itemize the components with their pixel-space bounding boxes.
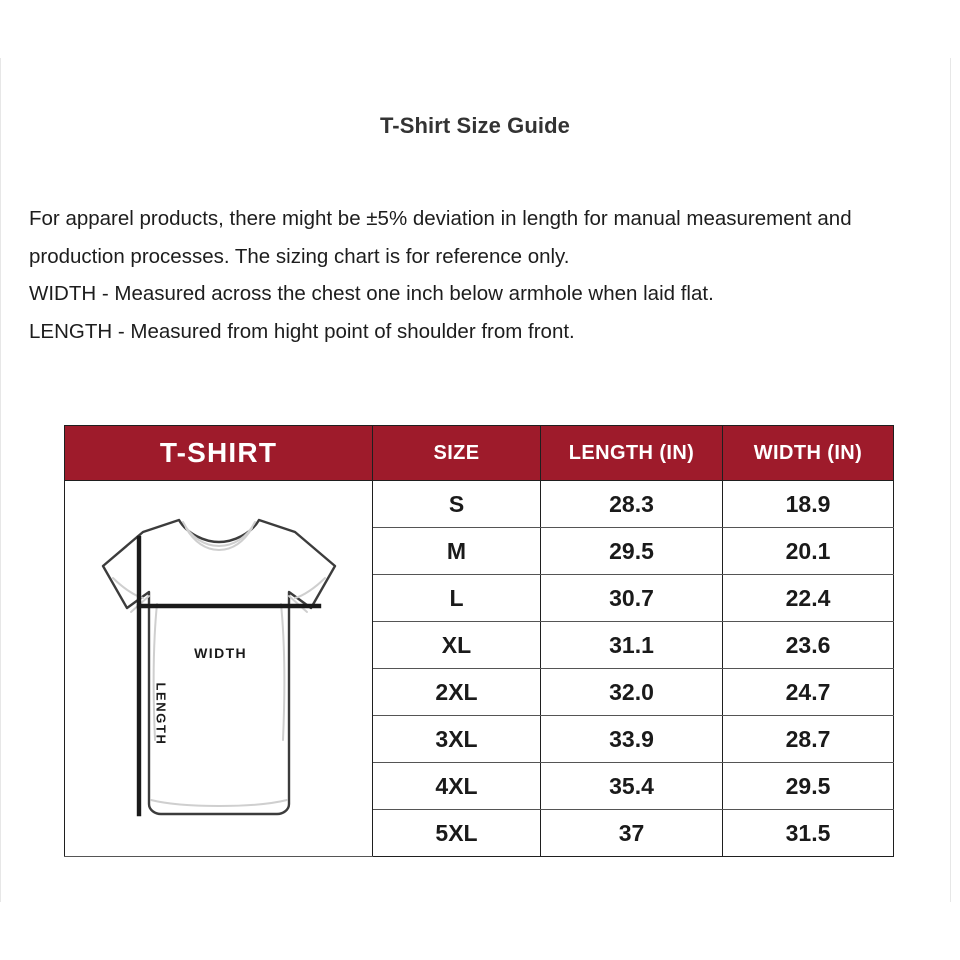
cell-width: 22.4 <box>722 574 894 622</box>
cell-size: L <box>372 574 541 622</box>
cell-width: 18.9 <box>722 480 894 528</box>
diagram-length-label: LENGTH <box>153 681 169 746</box>
cell-length: 32.0 <box>540 668 723 716</box>
table-body: WIDTH LENGTH S 28.3 18.9 M 29.5 20.1 L 3… <box>64 480 894 857</box>
intro-line-1: For apparel products, there might be ±5%… <box>29 207 852 268</box>
cell-size: 2XL <box>372 668 541 716</box>
cell-length: 31.1 <box>540 621 723 669</box>
cell-size: S <box>372 480 541 528</box>
table-row: 4XL 35.4 29.5 <box>65 762 894 810</box>
column-header-size: SIZE <box>372 425 541 481</box>
cell-size: 5XL <box>372 809 541 857</box>
cell-length: 30.7 <box>540 574 723 622</box>
cell-length: 33.9 <box>540 715 723 763</box>
page-title: T-Shirt Size Guide <box>379 113 571 138</box>
cell-width: 23.6 <box>722 621 894 669</box>
table-row: 2XL 32.0 24.7 <box>65 668 894 716</box>
table-row: L 30.7 22.4 <box>65 574 894 622</box>
size-chart-table: T-SHIRT SIZE LENGTH (IN) WIDTH (IN) <box>64 425 894 857</box>
intro-line-2: WIDTH - Measured across the chest one in… <box>29 282 714 305</box>
table-row: M 29.5 20.1 <box>65 527 894 575</box>
intro-line-3: LENGTH - Measured from hight point of sh… <box>29 319 575 343</box>
cell-length: 35.4 <box>540 762 723 810</box>
intro-text: For apparel products, there might be ±5%… <box>29 200 909 350</box>
tshirt-diagram: WIDTH LENGTH <box>65 481 372 856</box>
cell-size: 4XL <box>372 762 541 810</box>
cell-size: 3XL <box>372 715 541 763</box>
cell-length: 28.3 <box>540 480 723 528</box>
cell-width: 31.5 <box>722 809 894 857</box>
cell-length: 37 <box>540 809 723 857</box>
column-header-length: LENGTH (IN) <box>540 425 723 481</box>
table-row: 3XL 33.9 28.7 <box>65 715 894 763</box>
cell-width: 24.7 <box>722 668 894 716</box>
tshirt-diagram-cell: WIDTH LENGTH <box>64 480 373 857</box>
cell-width: 20.1 <box>722 527 894 575</box>
cell-size: M <box>372 527 541 575</box>
diagram-width-label: WIDTH <box>194 645 248 661</box>
table-header-row: T-SHIRT SIZE LENGTH (IN) WIDTH (IN) <box>64 425 894 481</box>
cell-size: XL <box>372 621 541 669</box>
cell-width: 29.5 <box>722 762 894 810</box>
table-row: 5XL 37 31.5 <box>65 809 894 857</box>
cell-width: 28.7 <box>722 715 894 763</box>
column-header-width: WIDTH (IN) <box>722 425 894 481</box>
table-header: T-SHIRT SIZE LENGTH (IN) WIDTH (IN) <box>64 425 894 481</box>
table-row: XL 31.1 23.6 <box>65 621 894 669</box>
table-row: WIDTH LENGTH S 28.3 18.9 <box>64 480 894 857</box>
column-header-brand: T-SHIRT <box>64 425 373 481</box>
cell-length: 29.5 <box>540 527 723 575</box>
